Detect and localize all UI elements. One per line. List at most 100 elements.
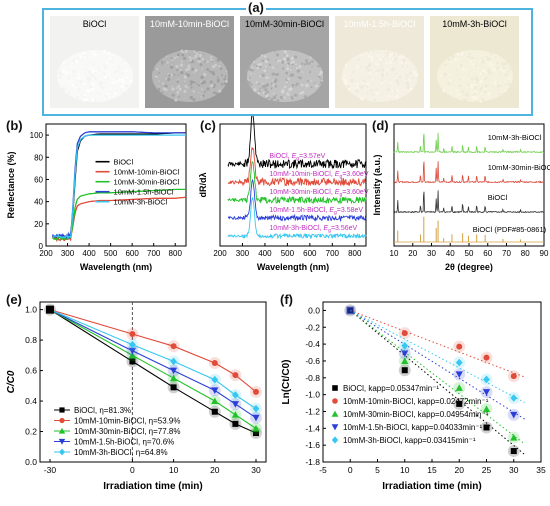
powder-grain xyxy=(373,50,376,53)
powder-grain xyxy=(440,74,442,77)
powder-grain xyxy=(262,83,264,85)
powder-grain xyxy=(194,68,198,73)
powder-grain xyxy=(91,69,96,74)
powder-grain xyxy=(68,91,71,94)
powder-grain xyxy=(99,70,102,73)
powder-grain xyxy=(487,80,489,82)
powder-grain xyxy=(385,68,388,71)
powder-grain xyxy=(388,57,391,59)
powder-grain xyxy=(396,72,399,75)
powder-grain xyxy=(176,93,179,96)
data-point xyxy=(211,359,218,366)
powder-grain xyxy=(94,76,98,80)
legend-marker xyxy=(332,385,338,391)
powder-grain xyxy=(276,59,280,63)
powder-grain xyxy=(392,57,395,60)
powder-grain xyxy=(89,88,92,91)
powder-grain xyxy=(319,70,323,75)
x-tick-label: 70 xyxy=(502,249,511,258)
powder-grain xyxy=(215,92,218,95)
powder-grain xyxy=(180,60,183,63)
series-line xyxy=(49,309,257,429)
powder-grain xyxy=(201,94,205,97)
powder-grain xyxy=(466,86,469,89)
legend-label: 10mM-3h-BiOCl, η=64.8% xyxy=(74,448,168,457)
powder-grain xyxy=(304,59,308,63)
powder-grain xyxy=(61,69,66,74)
powder-grain xyxy=(369,73,371,76)
powder-grain xyxy=(290,56,294,60)
powder-grain xyxy=(499,72,502,74)
powder-grain xyxy=(487,63,490,66)
series-annotation: 10mM-10min-BiOCl, Eg=3.60eV xyxy=(269,171,368,180)
powder-grain xyxy=(125,70,128,73)
powder-grain xyxy=(475,99,479,104)
powder-grain xyxy=(187,67,191,71)
powder-grain xyxy=(187,64,191,68)
powder-pile xyxy=(342,50,418,102)
x-tick-label: -30 xyxy=(44,465,57,475)
powder-grain xyxy=(481,71,484,75)
y-tick-label: -1.0 xyxy=(305,390,320,400)
powder-grain xyxy=(386,53,390,57)
powder-grain xyxy=(70,71,72,73)
powder-grain xyxy=(413,70,417,75)
series-line xyxy=(227,161,367,205)
powder-grain xyxy=(171,93,175,97)
series-line xyxy=(49,309,257,419)
powder-grain xyxy=(175,87,178,89)
powder-grain xyxy=(394,60,397,63)
powder-grain xyxy=(374,98,377,102)
powder-grain xyxy=(389,99,392,101)
powder-grain xyxy=(170,85,173,88)
powder-grain xyxy=(213,91,216,95)
powder-grain xyxy=(82,52,85,56)
powder-grain xyxy=(177,74,180,76)
powder-texture xyxy=(341,50,420,102)
powder-grain xyxy=(404,61,408,65)
powder-grain xyxy=(474,78,477,82)
powder-grain xyxy=(281,60,285,64)
powder-grain xyxy=(129,79,131,82)
powder-grain xyxy=(272,95,277,100)
powder-grain xyxy=(90,98,95,102)
photo-label: 10mM-3h-BiOCl xyxy=(442,19,507,29)
powder-grain xyxy=(164,84,168,88)
powder-grain xyxy=(202,53,204,56)
powder-grain xyxy=(376,97,380,100)
powder-grain xyxy=(459,64,463,68)
powder-grain xyxy=(303,63,306,66)
powder-grain xyxy=(264,88,268,92)
y-tick-label: 20 xyxy=(34,220,43,229)
series-line xyxy=(227,116,367,170)
powder-grain xyxy=(362,86,364,89)
powder-grain xyxy=(492,67,496,71)
powder-grain xyxy=(181,53,185,57)
powder-grain xyxy=(497,88,499,91)
x-tick-label: 500 xyxy=(104,249,118,258)
powder-grain xyxy=(203,72,207,77)
powder-grain xyxy=(285,58,287,60)
powder-grain xyxy=(225,70,228,73)
powder-grain xyxy=(414,73,419,78)
powder-grain xyxy=(311,60,314,63)
powder-grain xyxy=(354,63,356,65)
x-tick-label: 0 xyxy=(130,465,135,475)
powder-grain xyxy=(509,67,513,71)
powder-grain xyxy=(158,85,160,88)
powder-grain xyxy=(274,84,278,88)
powder-grain xyxy=(480,93,483,96)
powder-grain xyxy=(162,82,165,85)
powder-grain xyxy=(209,80,214,84)
powder-grain xyxy=(291,83,294,87)
powder-grain xyxy=(268,63,272,66)
powder-grain xyxy=(179,63,184,67)
powder-grain xyxy=(504,73,508,77)
powder-grain xyxy=(300,83,304,87)
powder-grain xyxy=(105,61,108,64)
powder-grain xyxy=(201,67,203,70)
powder-grain xyxy=(171,87,175,91)
powder-grain xyxy=(216,58,220,62)
powder-grain xyxy=(78,88,81,92)
powder-grain xyxy=(395,95,399,99)
